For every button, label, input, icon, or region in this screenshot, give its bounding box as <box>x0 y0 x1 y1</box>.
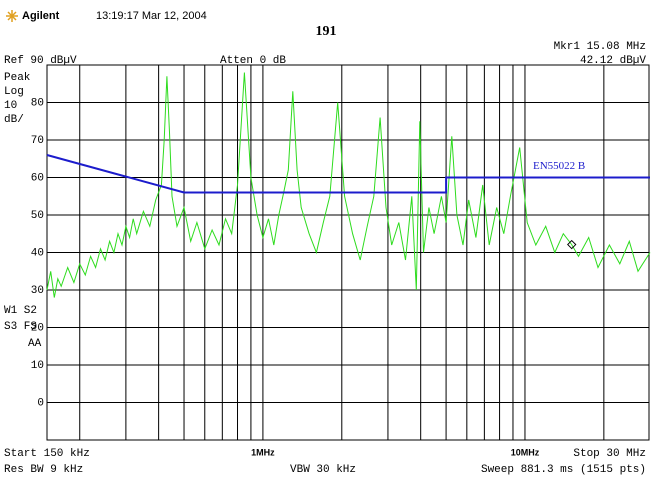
sweep: Sweep 881.3 ms (1515 pts) <box>481 464 646 476</box>
side-label: dB/ <box>4 114 24 126</box>
trace-label: S3 FS <box>4 321 37 333</box>
timestamp: 13:19:17 Mar 12, 2004 <box>96 10 207 22</box>
y-tick-label: 80 <box>31 97 44 109</box>
trace <box>46 72 651 298</box>
y-tick-label: 20 <box>31 322 44 334</box>
side-label: 10 <box>4 100 17 112</box>
stop-label: Stop 30 MHz <box>573 448 646 460</box>
side-label: Log <box>4 86 24 98</box>
ref-level: Ref 90 dBµV <box>4 55 77 67</box>
side-label: Peak <box>4 72 31 84</box>
marker-freq: Mkr1 15.08 MHz <box>554 41 646 53</box>
y-tick-label: 70 <box>31 135 44 147</box>
marker <box>567 239 577 250</box>
atten: Atten 0 dB <box>220 55 286 67</box>
y-tick-label: 60 <box>31 172 44 184</box>
vbw: VBW 30 kHz <box>290 464 356 476</box>
marker-level: 42.12 dBµV <box>580 55 646 67</box>
x-tick-label: 1MHz <box>251 447 275 457</box>
brand: Agilent <box>22 10 60 22</box>
agilent-logo <box>6 10 18 22</box>
trace-label: AA <box>28 338 42 350</box>
x-tick-label: 10MHz <box>511 447 540 457</box>
y-tick-label: 0 <box>37 397 44 409</box>
res-bw: Res BW 9 kHz <box>4 464 83 476</box>
y-tick-label: 10 <box>31 360 44 372</box>
y-tick-label: 50 <box>31 210 44 222</box>
chart-title: 191 <box>316 24 337 39</box>
trace-label: W1 S2 <box>4 305 37 317</box>
limit-line <box>46 154 650 194</box>
plot-area: 0 10 20 30 40 50 60 70 80 1MHz 10MHz EN55022 B <box>31 64 651 457</box>
legend-label: EN55022 B <box>533 160 585 172</box>
start-label: Start 150 kHz <box>4 448 90 460</box>
y-tick-label: 40 <box>31 247 44 259</box>
y-tick-label: 30 <box>31 285 44 297</box>
